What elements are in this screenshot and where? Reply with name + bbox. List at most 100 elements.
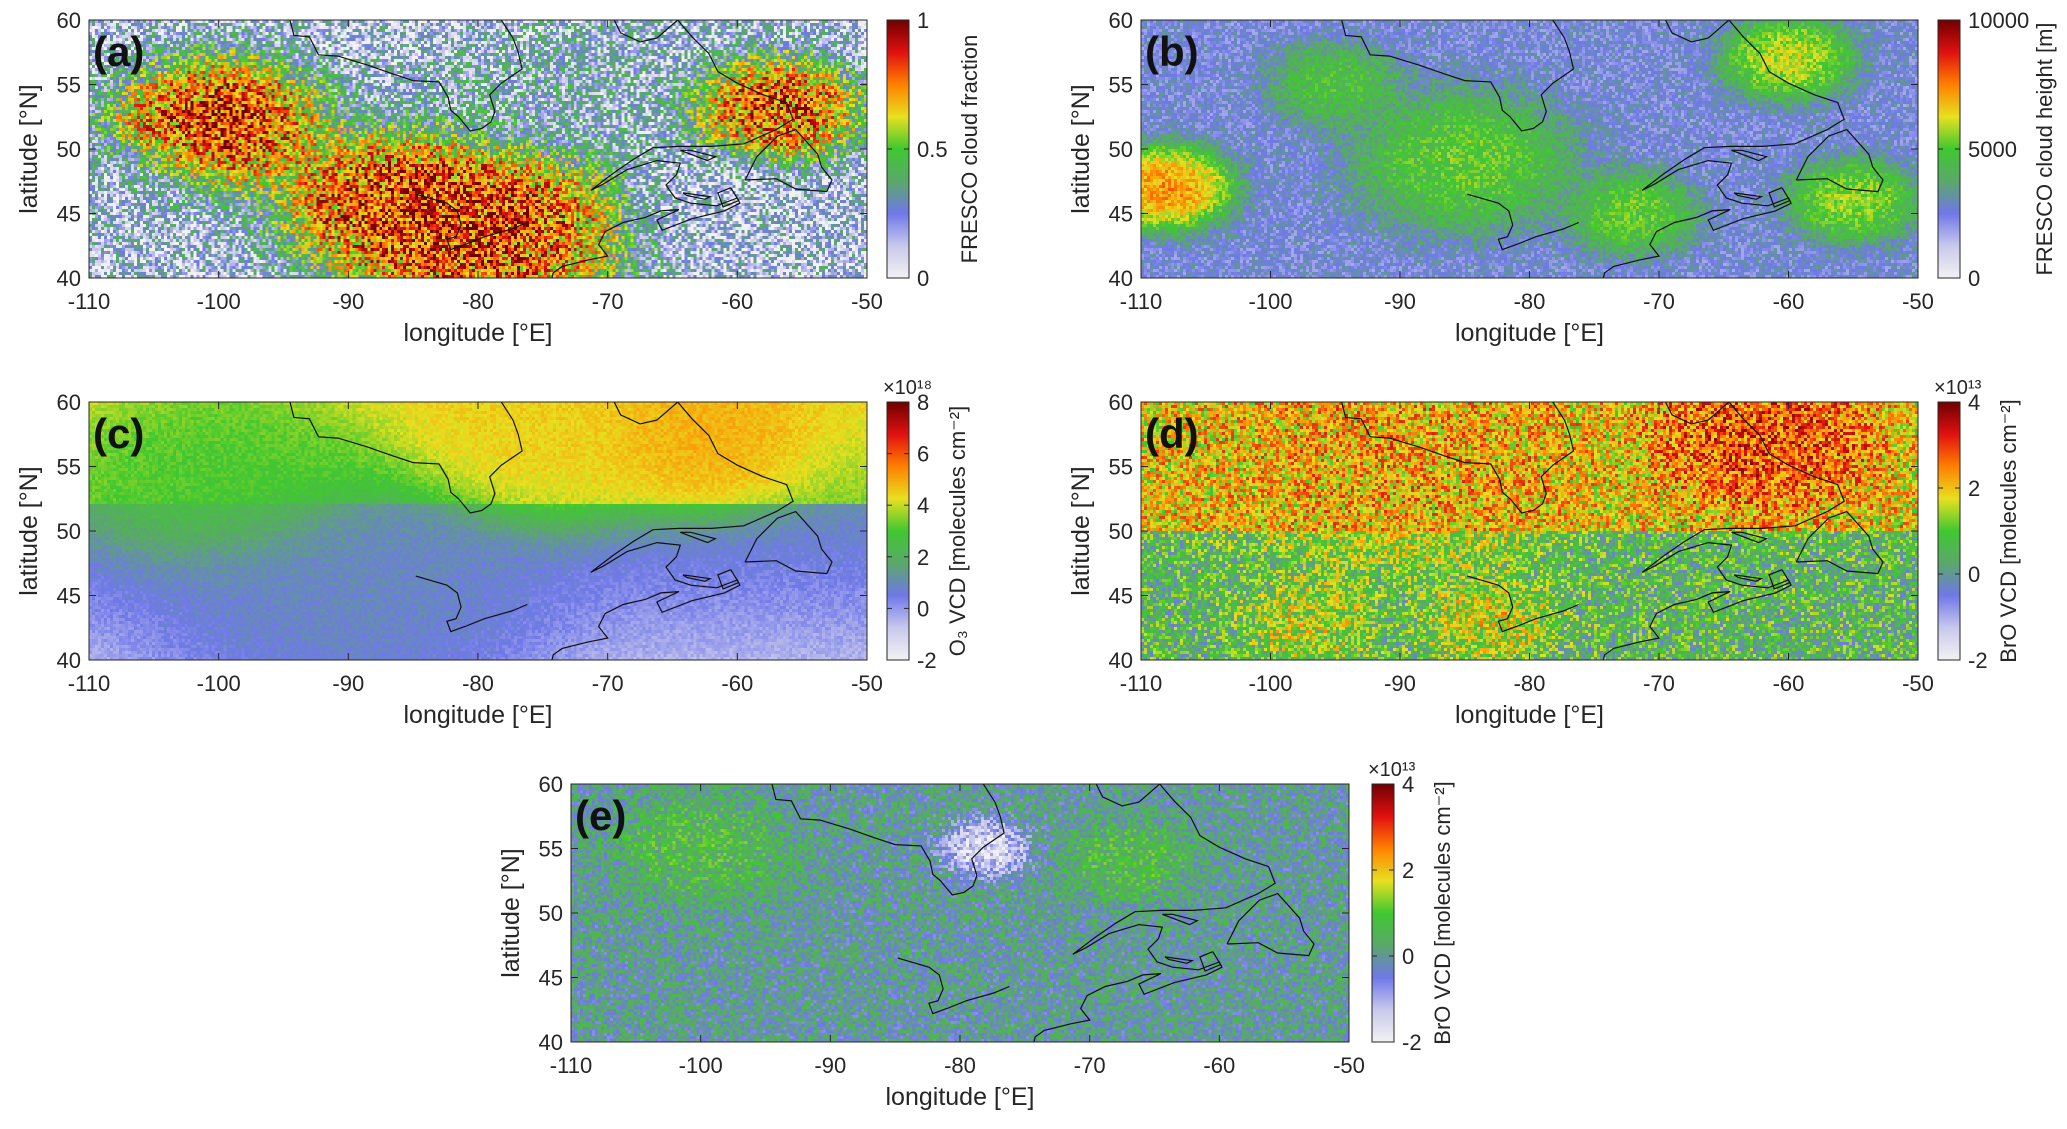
- coastline: [289, 402, 833, 660]
- y-tick-label: 45: [57, 202, 81, 227]
- x-tick-label: -80: [1514, 671, 1546, 696]
- coastline-segment: [897, 957, 1010, 1015]
- coastline: [289, 20, 833, 278]
- heatmap-field: [1141, 20, 1918, 278]
- x-tick-label: -100: [679, 1053, 723, 1078]
- x-tick-label: -90: [814, 1053, 846, 1078]
- colorbar-tick-label: 4: [1968, 390, 1980, 415]
- coastline-segment: [1664, 20, 1730, 43]
- y-axis-label: latitude [°N]: [497, 848, 525, 978]
- x-axis-label: longitude [°E]: [404, 701, 553, 729]
- coastline-segment: [289, 20, 523, 132]
- colorbar-tick-label: -2: [917, 648, 937, 673]
- colorbar-tick-label: 2: [1968, 476, 1980, 501]
- x-tick-label: -50: [1902, 671, 1934, 696]
- coastline-segment: [1731, 149, 1769, 162]
- coastline-segment: [1664, 402, 1730, 425]
- x-tick-label: -100: [1248, 671, 1292, 696]
- coastline-segment: [1731, 531, 1769, 544]
- x-tick-label: -60: [1773, 289, 1805, 314]
- x-tick-label: -60: [1773, 671, 1805, 696]
- x-tick-label: -90: [1384, 289, 1416, 314]
- colorbar-tick-label: 0: [1402, 944, 1414, 969]
- x-tick-label: -50: [851, 671, 883, 696]
- x-tick-label: -60: [721, 671, 753, 696]
- y-tick-label: 50: [539, 901, 563, 926]
- colorbar: [1937, 401, 1961, 661]
- y-tick-label: 40: [57, 648, 81, 673]
- colorbar-tick-label: 2: [1402, 858, 1414, 883]
- colorbar-tick-label: 4: [917, 493, 929, 518]
- coastline-segment: [1164, 956, 1195, 964]
- x-tick-label: -70: [592, 671, 624, 696]
- coastline-segment: [415, 193, 528, 251]
- x-axis-label: longitude [°E]: [1455, 701, 1604, 729]
- coastline-segment: [1199, 951, 1222, 972]
- coastline-segment: [680, 149, 717, 162]
- colorbar-exponent: ×10¹³: [1368, 759, 1416, 781]
- y-tick-label: 55: [1109, 455, 1133, 480]
- colorbar-tick-label: -2: [1968, 648, 1988, 673]
- y-tick-label: 50: [1109, 137, 1133, 162]
- coastline-segment: [1467, 193, 1579, 251]
- coastline-segment: [1733, 192, 1764, 200]
- colorbar-exponent: ×10¹⁸: [883, 377, 932, 399]
- x-tick-label: -60: [1203, 1053, 1235, 1078]
- colorbar-tick-label: 0: [1968, 562, 1980, 587]
- y-tick-label: 60: [57, 8, 81, 33]
- x-axis-label: longitude [°E]: [1455, 319, 1604, 347]
- heatmap-field: [89, 20, 867, 278]
- x-tick-label: -50: [1902, 289, 1934, 314]
- coastline-segment: [717, 187, 740, 208]
- y-axis-label: latitude [°N]: [15, 84, 43, 214]
- y-axis-label: latitude [°N]: [1067, 466, 1095, 596]
- coastline: [771, 784, 1315, 1042]
- y-tick-label: 50: [1109, 519, 1133, 544]
- y-tick-label: 50: [57, 519, 81, 544]
- coastline-segment: [1341, 20, 1575, 132]
- x-tick-label: -50: [1333, 1053, 1365, 1078]
- x-tick-label: -90: [332, 671, 364, 696]
- x-tick-label: -90: [332, 289, 364, 314]
- x-tick-label: -110: [1120, 671, 1162, 696]
- x-tick-label: -80: [1514, 289, 1546, 314]
- colorbar-exponent: ×10¹³: [1934, 377, 1982, 399]
- coastline: [1341, 402, 1884, 660]
- colorbar-tick-label: 4: [1402, 772, 1414, 797]
- coastline-segment: [682, 574, 713, 582]
- x-tick-label: -90: [1384, 671, 1416, 696]
- y-tick-label: 45: [539, 966, 563, 991]
- colorbar-tick-label: 10000: [1968, 8, 2029, 33]
- y-axis-label: latitude [°N]: [1067, 84, 1095, 214]
- x-tick-label: -70: [1643, 289, 1675, 314]
- coastline-segment: [1795, 510, 1884, 575]
- panel-label: (e): [575, 792, 626, 839]
- coastline-segment: [1768, 187, 1791, 208]
- coastline-segment: [771, 784, 1005, 896]
- y-tick-label: 60: [539, 772, 563, 797]
- colorbar-tick-label: 6: [917, 442, 929, 467]
- x-tick-label: -110: [550, 1053, 592, 1078]
- y-tick-label: 55: [539, 837, 563, 862]
- coastline-segment: [551, 20, 794, 278]
- coastline-segment: [613, 402, 679, 425]
- panel-label: (d): [1145, 410, 1199, 457]
- coastline-segment: [289, 402, 523, 514]
- coastline-segment: [415, 575, 528, 633]
- heatmap-field: [1141, 402, 1918, 660]
- coastline-segment: [1341, 402, 1575, 514]
- coastline-segment: [680, 531, 717, 544]
- y-tick-label: 45: [1109, 202, 1133, 227]
- x-tick-label: -110: [68, 289, 110, 314]
- y-tick-label: 40: [1109, 648, 1133, 673]
- colorbar: [886, 401, 910, 661]
- colorbar-tick-label: 2: [917, 545, 929, 570]
- y-tick-label: 60: [1109, 8, 1133, 33]
- coastline-segment: [1602, 20, 1845, 278]
- y-tick-label: 55: [1109, 73, 1133, 98]
